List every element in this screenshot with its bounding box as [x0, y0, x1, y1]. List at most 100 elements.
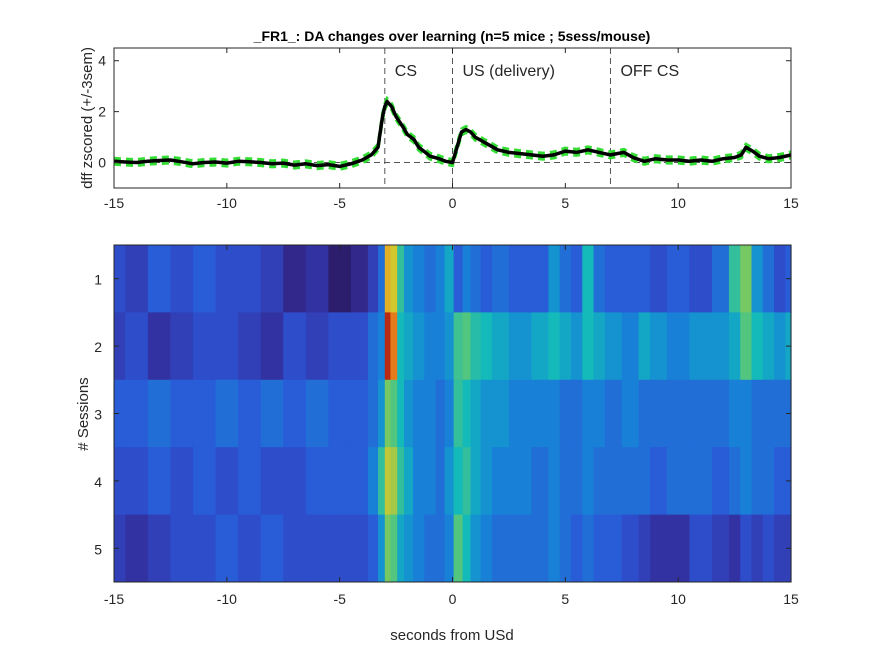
heatmap-cell — [774, 379, 786, 448]
heatmap-cell — [593, 379, 606, 448]
heatmap-cell — [238, 312, 262, 381]
heatmap-cell — [378, 312, 386, 381]
heatmap-cell — [470, 312, 482, 381]
heatmap-cell — [621, 379, 640, 448]
x-tick-label: 0 — [449, 195, 457, 211]
heatmap-cell — [593, 447, 606, 515]
heatmap-cell — [470, 447, 482, 515]
heatmap-cell — [397, 379, 405, 448]
heatmap-cell — [283, 514, 307, 583]
heatmap-cell — [147, 312, 172, 381]
heatmap-cell — [593, 312, 606, 381]
heatmap-cell — [305, 447, 329, 515]
heatmap-cell — [397, 312, 405, 381]
heatmap-cell — [762, 379, 775, 448]
heatmap-cell — [582, 514, 595, 583]
heatmap-cell — [170, 379, 194, 448]
heatmap-cell — [403, 312, 414, 381]
heatmap-cell — [559, 447, 572, 515]
y-tick-label: 4 — [94, 474, 102, 490]
heatmap-cell — [491, 312, 510, 381]
heatmap-cell — [424, 312, 437, 381]
heatmap-cell — [435, 447, 446, 515]
heatmap-cell — [114, 379, 126, 448]
heatmap-cell — [424, 379, 437, 448]
heatmap-cell — [350, 514, 369, 583]
heatmap-cell — [328, 514, 352, 583]
heatmap-cell — [689, 379, 713, 448]
heatmap-row — [114, 447, 792, 515]
heatmap-cell — [559, 514, 572, 583]
y-tick-label: 5 — [94, 541, 102, 557]
heatmap-cell — [621, 514, 640, 583]
x-tick-label: 10 — [670, 195, 686, 211]
heatmap-cell — [367, 312, 379, 381]
heatmap-cell — [260, 245, 284, 313]
heatmap-cell — [305, 514, 329, 583]
heatmap-cell — [192, 312, 217, 381]
heatmap-cell — [283, 379, 307, 448]
heatmap-cell — [125, 245, 149, 313]
heatmap-y-axis-label: # Sessions — [75, 377, 92, 450]
heatmap-cell — [260, 514, 284, 583]
heatmap-cell — [444, 514, 455, 583]
heatmap-cell — [638, 245, 651, 313]
heatmap-cell — [666, 379, 691, 448]
x-tick-label: 0 — [449, 591, 457, 607]
heatmap-cell — [531, 245, 549, 313]
heatmap-cell — [147, 514, 172, 583]
heatmap-cell — [397, 447, 405, 515]
heatmap-cell — [666, 514, 691, 583]
heatmap-cell — [548, 447, 561, 515]
heatmap-cell — [604, 447, 623, 515]
heatmap-cell — [215, 514, 239, 583]
heatmap-cell — [621, 447, 640, 515]
heatmap-cell — [762, 245, 775, 313]
heatmap-cell — [390, 245, 398, 313]
heatmap-cell — [435, 312, 446, 381]
y-tick-label: 2 — [94, 339, 102, 355]
heatmap-cell — [666, 312, 691, 381]
y-tick-label: 3 — [94, 407, 102, 423]
heatmap-cell — [740, 447, 753, 515]
heatmap-cell — [666, 447, 691, 515]
heatmap-cell — [666, 245, 691, 313]
heatmap-cell — [570, 379, 583, 448]
heatmap-cell — [215, 447, 239, 515]
x-tick-label: -5 — [333, 591, 346, 607]
heatmap-cell — [570, 514, 583, 583]
heatmap-cell — [413, 245, 425, 313]
heatmap-cell — [740, 245, 753, 313]
heatmap-cell — [192, 245, 217, 313]
heatmap-cell — [192, 514, 217, 583]
heatmap-cell — [604, 514, 623, 583]
heatmap-cell — [762, 514, 775, 583]
heatmap-cell — [593, 245, 606, 313]
heatmap-panel: -15 -10 -5 0 5 10 15 1 2 3 4 5 seconds from USd # S… — [75, 244, 799, 644]
heatmap-cell — [125, 447, 149, 515]
heatmap-cell — [444, 379, 455, 448]
heatmap-cell — [548, 379, 561, 448]
event-marker-label: CS — [395, 63, 417, 80]
heatmap-cell — [125, 312, 149, 381]
heatmap-cell — [508, 379, 533, 448]
heatmap-cell — [740, 312, 753, 381]
heatmap-cell — [491, 447, 510, 515]
heatmap-cell — [260, 379, 284, 448]
heatmap-cell — [531, 312, 549, 381]
heatmap-cell — [350, 312, 369, 381]
heatmap-cell — [582, 245, 595, 313]
heatmap-cell — [378, 379, 386, 448]
heatmap-cell — [192, 447, 217, 515]
heatmap-cell — [305, 312, 329, 381]
heatmap-cell — [260, 447, 284, 515]
heatmap-cell — [604, 379, 623, 448]
heatmap-cell — [570, 245, 583, 313]
heatmap-cell — [305, 379, 329, 448]
heatmap-cell — [728, 245, 741, 313]
heatmap-cell — [548, 514, 561, 583]
heatmap-cell — [621, 245, 640, 313]
heatmap-cell — [328, 312, 352, 381]
heatmap-cell — [491, 245, 510, 313]
